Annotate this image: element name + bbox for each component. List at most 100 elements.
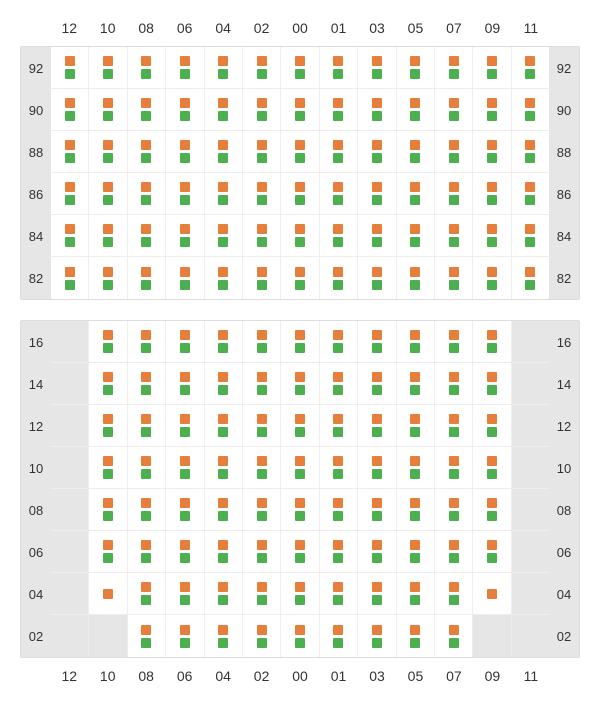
seat-cell[interactable]: [357, 131, 395, 173]
seat-cell[interactable]: [51, 257, 88, 299]
seat-cell[interactable]: [434, 447, 472, 489]
seat-cell[interactable]: [434, 215, 472, 257]
seat-cell[interactable]: [511, 131, 549, 173]
seat-cell[interactable]: [204, 89, 242, 131]
seat-cell[interactable]: [319, 363, 357, 405]
seat-cell[interactable]: [319, 615, 357, 657]
seat-cell[interactable]: [280, 321, 318, 363]
seat-cell[interactable]: [165, 615, 203, 657]
seat-cell[interactable]: [242, 257, 280, 299]
seat-cell[interactable]: [319, 215, 357, 257]
seat-cell[interactable]: [434, 321, 472, 363]
seat-cell[interactable]: [204, 447, 242, 489]
seat-cell[interactable]: [319, 405, 357, 447]
seat-cell[interactable]: [88, 447, 126, 489]
seat-cell[interactable]: [396, 89, 434, 131]
seat-cell[interactable]: [280, 363, 318, 405]
seat-cell[interactable]: [204, 405, 242, 447]
seat-cell[interactable]: [242, 89, 280, 131]
seat-cell[interactable]: [165, 321, 203, 363]
seat-cell[interactable]: [280, 447, 318, 489]
seat-cell[interactable]: [357, 321, 395, 363]
seat-cell[interactable]: [165, 489, 203, 531]
seat-cell[interactable]: [204, 173, 242, 215]
seat-cell[interactable]: [434, 173, 472, 215]
seat-cell[interactable]: [357, 573, 395, 615]
seat-cell[interactable]: [434, 89, 472, 131]
seat-cell[interactable]: [242, 615, 280, 657]
seat-cell[interactable]: [280, 573, 318, 615]
seat-cell[interactable]: [472, 447, 510, 489]
seat-cell[interactable]: [434, 131, 472, 173]
seat-cell[interactable]: [396, 131, 434, 173]
seat-cell[interactable]: [88, 173, 126, 215]
seat-cell[interactable]: [165, 363, 203, 405]
seat-cell[interactable]: [88, 131, 126, 173]
seat-cell[interactable]: [511, 215, 549, 257]
seat-cell[interactable]: [204, 131, 242, 173]
seat-cell[interactable]: [472, 531, 510, 573]
seat-cell[interactable]: [357, 405, 395, 447]
seat-cell[interactable]: [319, 489, 357, 531]
seat-cell[interactable]: [280, 257, 318, 299]
seat-cell[interactable]: [242, 321, 280, 363]
seat-cell[interactable]: [396, 321, 434, 363]
seat-cell[interactable]: [472, 489, 510, 531]
seat-cell[interactable]: [88, 531, 126, 573]
seat-cell[interactable]: [280, 405, 318, 447]
seat-cell[interactable]: [127, 531, 165, 573]
seat-cell[interactable]: [472, 363, 510, 405]
seat-cell[interactable]: [88, 321, 126, 363]
seat-cell[interactable]: [88, 215, 126, 257]
seat-cell[interactable]: [434, 531, 472, 573]
seat-cell[interactable]: [165, 447, 203, 489]
seat-cell[interactable]: [280, 531, 318, 573]
seat-cell[interactable]: [127, 89, 165, 131]
seat-cell[interactable]: [88, 573, 126, 615]
seat-cell[interactable]: [396, 405, 434, 447]
seat-cell[interactable]: [319, 47, 357, 89]
seat-cell[interactable]: [242, 531, 280, 573]
seat-cell[interactable]: [357, 173, 395, 215]
seat-cell[interactable]: [165, 47, 203, 89]
seat-cell[interactable]: [204, 321, 242, 363]
seat-cell[interactable]: [357, 489, 395, 531]
seat-cell[interactable]: [319, 173, 357, 215]
seat-cell[interactable]: [127, 489, 165, 531]
seat-cell[interactable]: [204, 489, 242, 531]
seat-cell[interactable]: [434, 47, 472, 89]
seat-cell[interactable]: [127, 615, 165, 657]
seat-cell[interactable]: [511, 47, 549, 89]
seat-cell[interactable]: [127, 405, 165, 447]
seat-cell[interactable]: [396, 47, 434, 89]
seat-cell[interactable]: [434, 257, 472, 299]
seat-cell[interactable]: [396, 447, 434, 489]
seat-cell[interactable]: [396, 363, 434, 405]
seat-cell[interactable]: [434, 363, 472, 405]
seat-cell[interactable]: [280, 173, 318, 215]
seat-cell[interactable]: [396, 489, 434, 531]
seat-cell[interactable]: [511, 89, 549, 131]
seat-cell[interactable]: [242, 47, 280, 89]
seat-cell[interactable]: [165, 173, 203, 215]
seat-cell[interactable]: [280, 47, 318, 89]
seat-cell[interactable]: [51, 173, 88, 215]
seat-cell[interactable]: [280, 215, 318, 257]
seat-cell[interactable]: [51, 131, 88, 173]
seat-cell[interactable]: [511, 257, 549, 299]
seat-cell[interactable]: [88, 257, 126, 299]
seat-cell[interactable]: [396, 173, 434, 215]
seat-cell[interactable]: [88, 89, 126, 131]
seat-cell[interactable]: [204, 615, 242, 657]
seat-cell[interactable]: [242, 447, 280, 489]
seat-cell[interactable]: [357, 531, 395, 573]
seat-cell[interactable]: [396, 573, 434, 615]
seat-cell[interactable]: [396, 257, 434, 299]
seat-cell[interactable]: [242, 363, 280, 405]
seat-cell[interactable]: [319, 321, 357, 363]
seat-cell[interactable]: [434, 405, 472, 447]
seat-cell[interactable]: [51, 47, 88, 89]
seat-cell[interactable]: [472, 47, 510, 89]
seat-cell[interactable]: [319, 257, 357, 299]
seat-cell[interactable]: [357, 47, 395, 89]
